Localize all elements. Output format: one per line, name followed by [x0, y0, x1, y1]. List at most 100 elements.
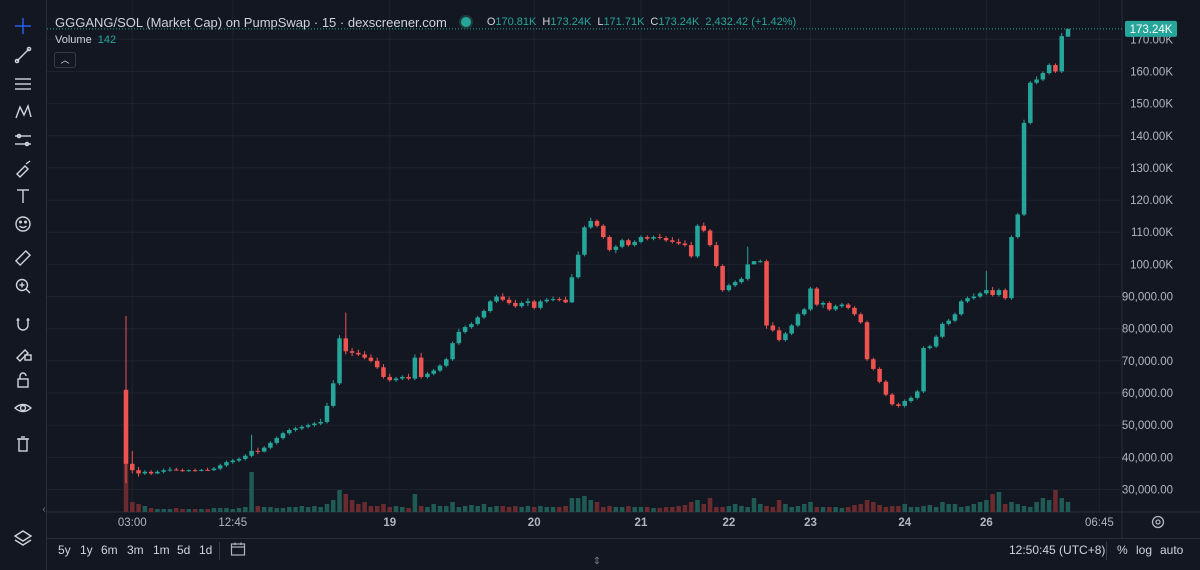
volume-bar — [726, 506, 732, 512]
volume-bar — [136, 504, 141, 512]
horizontal-lines-icon[interactable] — [9, 70, 37, 98]
volume-bar — [205, 509, 210, 512]
volume-bar — [412, 494, 418, 512]
volume-bar — [902, 504, 907, 512]
candle-body — [180, 470, 185, 472]
candle-body — [984, 290, 989, 294]
layers-icon[interactable] — [9, 524, 37, 552]
candle-body — [280, 433, 286, 439]
zoom-in-icon[interactable] — [9, 272, 37, 300]
time-tick-label: 03:00 — [118, 517, 147, 529]
lock-icon[interactable] — [9, 366, 37, 394]
candle-body — [1009, 237, 1014, 299]
volume-bar — [626, 506, 631, 512]
volume-bar — [1046, 500, 1052, 512]
volume-bar — [927, 505, 933, 512]
volume-bar — [990, 494, 995, 512]
candle-body — [732, 282, 738, 286]
volume-bar — [525, 506, 531, 512]
volume-bar — [864, 500, 870, 512]
crosshair-icon[interactable] — [9, 12, 37, 40]
candle-body — [657, 237, 663, 239]
brush-icon[interactable] — [9, 154, 37, 182]
drawing-toolbar — [0, 0, 47, 570]
range-5y[interactable]: 5y — [58, 543, 71, 557]
volume-bar — [965, 506, 970, 512]
candle-body — [205, 469, 210, 471]
lock-drawing-icon[interactable] — [9, 338, 37, 366]
volume-bar — [299, 506, 305, 512]
volume-bar — [469, 505, 474, 512]
log-scale-toggle[interactable]: log — [1136, 543, 1153, 557]
toolbar-collapse-handle[interactable]: ‹ — [42, 504, 46, 515]
collapse-legend-button[interactable]: ︿ — [54, 52, 76, 68]
ruler-icon[interactable] — [9, 244, 37, 272]
text-icon[interactable] — [9, 182, 37, 210]
volume-bar — [732, 504, 738, 512]
calendar-icon[interactable] — [230, 541, 246, 557]
volume-bar — [751, 498, 757, 512]
percent-scale-toggle[interactable]: % — [1117, 543, 1128, 557]
volume-bar — [764, 506, 769, 512]
volume-bar — [827, 507, 832, 512]
candle-body — [877, 368, 882, 382]
candle-body — [739, 278, 744, 283]
candle-body — [852, 307, 857, 315]
candle-body — [487, 301, 493, 312]
trend-line-icon[interactable] — [9, 41, 37, 69]
volume-bar — [356, 504, 361, 512]
volume-bar — [588, 500, 593, 512]
divider — [219, 542, 220, 560]
range-3m[interactable]: 3m — [127, 543, 144, 557]
candle-body — [1034, 79, 1039, 83]
range-5d[interactable]: 5d — [177, 543, 191, 557]
auto-scale-toggle[interactable]: auto — [1160, 543, 1184, 557]
candle-body — [525, 301, 531, 303]
magnet-icon[interactable] — [9, 310, 37, 338]
candle-body — [538, 301, 543, 308]
candle-body — [1059, 36, 1064, 72]
volume-bar — [688, 502, 694, 512]
volume-bar — [933, 507, 939, 512]
volume-bar — [481, 504, 487, 512]
candle-body — [431, 370, 436, 374]
candle-body — [946, 320, 951, 324]
volume-bar — [544, 507, 550, 512]
price-tick-label: 120.00K — [1130, 195, 1173, 207]
price-tick-label: 50,000.00 — [1122, 420, 1173, 432]
measure-lines-icon[interactable] — [9, 126, 37, 154]
volume-bar — [155, 509, 160, 512]
volume-bar — [343, 494, 349, 512]
range-1m[interactable]: 1m — [153, 543, 170, 557]
candle-body — [714, 245, 719, 266]
candle-body — [814, 288, 820, 305]
symbol-title[interactable]: GGGANG/SOL (Market Cap) on PumpSwap · 15… — [55, 14, 447, 30]
candle-body — [1028, 82, 1033, 123]
range-1y[interactable]: 1y — [80, 543, 93, 557]
trash-icon[interactable] — [9, 430, 37, 458]
emoji-icon[interactable] — [9, 210, 37, 238]
high-value: 173.24K — [550, 16, 592, 28]
candle-body — [236, 458, 242, 461]
range-6m[interactable]: 6m — [101, 543, 118, 557]
time-tick-label: 26 — [980, 517, 993, 529]
candle-body — [368, 357, 374, 361]
candle-body — [921, 348, 926, 392]
resize-handle[interactable]: ⇕ — [592, 556, 602, 567]
candle-body — [500, 296, 506, 300]
volume-bar — [293, 507, 298, 512]
volume-bar — [582, 496, 587, 512]
candle-body — [632, 241, 637, 246]
candle-body — [186, 470, 192, 472]
clock[interactable]: 12:50:45 (UTC+8) — [1009, 543, 1106, 557]
pattern-icon[interactable] — [9, 98, 37, 126]
volume-bar — [858, 504, 864, 512]
candle-body — [293, 428, 298, 430]
settings-icon[interactable] — [1150, 514, 1166, 530]
price-tick-label: 70,000.00 — [1122, 356, 1173, 368]
range-1d[interactable]: 1d — [199, 543, 213, 557]
eye-icon[interactable] — [9, 394, 37, 422]
candle-body — [475, 317, 480, 324]
volume-bar — [940, 502, 945, 512]
